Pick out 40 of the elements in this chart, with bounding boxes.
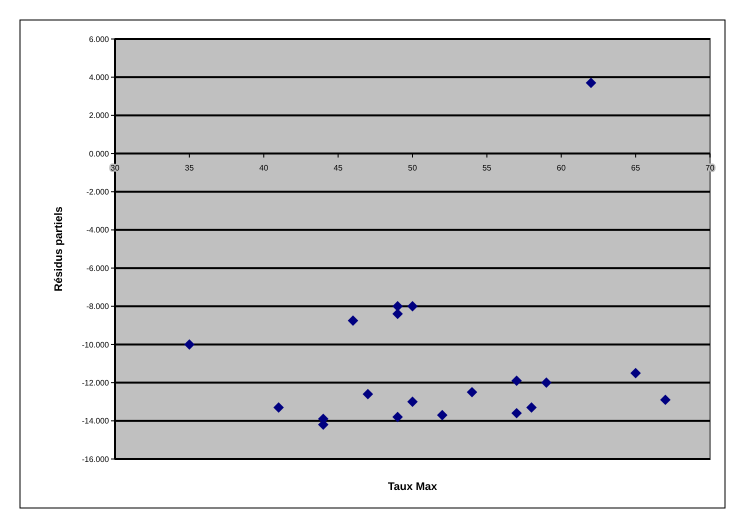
x-axis-title: Taux Max [388, 481, 438, 493]
x-tick-label: 65 [631, 164, 641, 173]
x-tick-label: 55 [482, 164, 492, 173]
y-axis-title: Résidus partiels [53, 206, 65, 292]
point [526, 402, 537, 413]
x-tick-label: 70 [706, 164, 715, 173]
point [541, 377, 552, 388]
point [586, 78, 596, 88]
point [511, 408, 522, 418]
point [407, 301, 418, 312]
y-tick-label: 4.000 [88, 72, 110, 82]
point [437, 410, 448, 420]
point [392, 412, 403, 422]
point [392, 301, 403, 312]
y-tick-label: 0.000 [88, 149, 110, 158]
y-tick-label: -2.000 [86, 188, 110, 197]
x-tick-label: 60 [556, 164, 566, 173]
y-tick-label: 6.000 [88, 34, 110, 44]
point [184, 339, 195, 350]
x-tick-label: 40 [259, 164, 269, 173]
point [511, 375, 522, 386]
x-tick-label: 50 [408, 164, 418, 173]
y-tick-label: -12.000 [82, 378, 110, 388]
y-tick-label: -4.000 [86, 226, 110, 235]
point [348, 315, 358, 326]
y-tick-label: -10.000 [82, 340, 110, 350]
y-tick-label: -6.000 [86, 264, 110, 273]
point [660, 394, 671, 406]
point [407, 396, 418, 407]
point [466, 386, 478, 398]
y-tick-label: -16.000 [82, 454, 110, 464]
point [273, 402, 284, 413]
point [392, 308, 403, 320]
x-tick-label: 35 [184, 164, 194, 173]
point [630, 368, 641, 378]
y-tick-label: 2.000 [88, 111, 110, 120]
x-tick-label: 45 [334, 164, 344, 173]
y-tick-label: -8.000 [86, 302, 110, 312]
point [362, 388, 374, 400]
y-tick-label: -14.000 [82, 416, 110, 426]
